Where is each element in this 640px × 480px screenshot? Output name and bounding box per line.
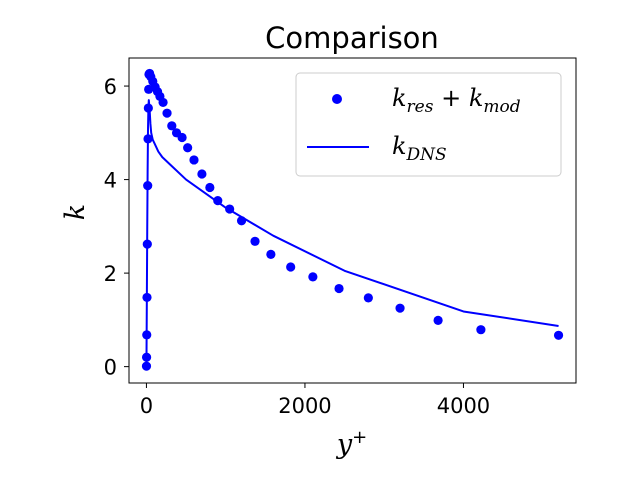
- y-tick-label: 4: [104, 169, 117, 193]
- legend-box: [295, 72, 562, 177]
- series-line-k-dns: [145, 99, 559, 367]
- y-axis-label: k: [60, 204, 91, 220]
- y-tick-label: 6: [104, 75, 117, 99]
- data-point-k-res-mod: [197, 169, 207, 179]
- x-tick-label: 2000: [278, 394, 331, 418]
- data-point-k-res-mod: [162, 108, 172, 118]
- data-point-k-res-mod: [167, 121, 177, 131]
- data-point-k-res-mod: [158, 97, 168, 108]
- y-axis-ticks: 0 2 4 6: [104, 75, 129, 380]
- marker-layer: [141, 68, 564, 371]
- data-point-k-res-mod: [183, 143, 193, 153]
- data-point-k-res-mod: [143, 134, 153, 144]
- data-point-k-res-mod: [205, 182, 215, 193]
- x-axis-ticks: 0 2000 4000: [140, 383, 490, 418]
- data-point-k-res-mod: [334, 283, 344, 294]
- data-point-k-res-mod: [143, 181, 153, 191]
- data-point-k-res-mod: [433, 315, 443, 325]
- data-point-k-res-mod: [476, 325, 486, 335]
- chart-title: Comparison: [265, 21, 439, 55]
- data-point-k-res-mod: [395, 303, 405, 313]
- data-point-k-res-mod: [143, 103, 153, 113]
- data-point-k-res-mod: [266, 249, 276, 259]
- data-point-k-res-mod: [363, 293, 373, 303]
- x-tick-label: 0: [140, 394, 153, 418]
- data-point-k-res-mod: [142, 292, 152, 303]
- axes-frame: [128, 57, 577, 384]
- x-axis-label: y+: [336, 427, 367, 460]
- y-tick-label: 0: [104, 356, 117, 380]
- data-point-k-res-mod: [286, 262, 296, 272]
- legend-marker-k-res-mod: [332, 94, 342, 104]
- y-tick-label: 2: [104, 262, 117, 286]
- legend-label-k-dns: kDNS: [392, 132, 447, 165]
- data-point-k-res-mod: [225, 204, 235, 214]
- legend-label-k-res-mod: kres + kmod: [392, 84, 521, 117]
- data-point-k-res-mod: [308, 272, 318, 282]
- data-point-k-res-mod: [141, 361, 152, 371]
- data-point-k-res-mod: [189, 155, 199, 165]
- data-point-k-res-mod: [250, 236, 260, 246]
- plot-area: 0 2000 4000 0 2 4 6: [104, 57, 577, 418]
- data-point-k-res-mod: [553, 330, 564, 340]
- x-tick-label: 4000: [437, 394, 490, 418]
- data-point-k-res-mod: [142, 330, 152, 340]
- data-point-k-res-mod: [142, 239, 152, 249]
- data-point-k-res-mod: [177, 132, 187, 143]
- data-point-k-res-mod: [141, 352, 152, 362]
- data-point-k-res-mod: [213, 196, 223, 206]
- line-layer: [145, 99, 559, 367]
- legend: kres + kmod kDNS: [295, 72, 562, 177]
- data-point-k-res-mod: [236, 216, 247, 226]
